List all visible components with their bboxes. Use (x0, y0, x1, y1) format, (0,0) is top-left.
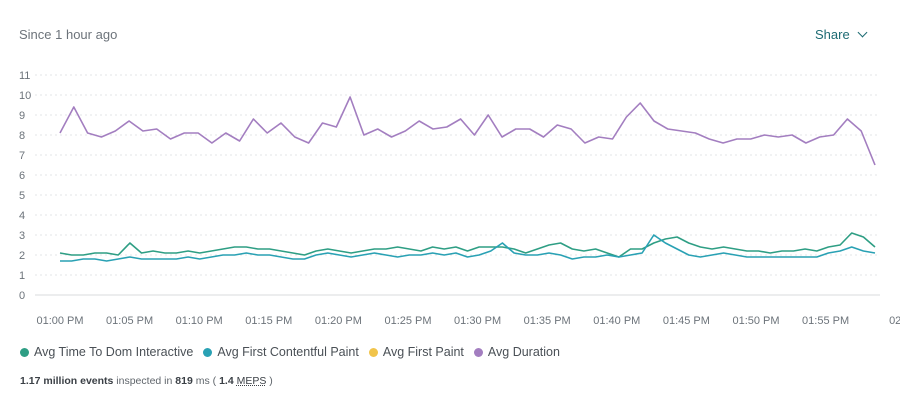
ms-unit: ms ( (195, 375, 217, 387)
x-tick-label: 01:15 PM (245, 315, 292, 327)
x-tick-label: 01:55 PM (802, 315, 849, 327)
legend-item-duration[interactable]: Avg Duration (473, 345, 560, 359)
y-tick-label: 8 (19, 130, 25, 142)
close-paren: ) (269, 375, 273, 387)
y-tick-label: 6 (19, 170, 25, 182)
legend-dot (20, 347, 29, 357)
y-tick-label: 4 (19, 210, 25, 222)
series-line-1 (60, 234, 876, 262)
legend-label: Avg First Paint (382, 345, 464, 359)
meps-link[interactable]: MEPS (236, 375, 267, 387)
x-tick-label: 01:40 PM (593, 315, 640, 327)
y-tick-label: 10 (19, 90, 31, 102)
events-footer: 1.17 million events inspected in 819 ms … (20, 375, 273, 387)
inspected-text: inspected in (116, 375, 173, 387)
y-axis-ticks: 0 1 2 3 4 5 6 7 8 9 10 11 (19, 70, 31, 302)
legend-dot (473, 347, 483, 357)
legend-dot (203, 347, 213, 357)
y-tick-label: 7 (19, 150, 25, 162)
y-tick-label: 9 (19, 110, 25, 122)
grid-lines (35, 74, 880, 296)
x-tick-label: 01:30 PM (454, 315, 501, 327)
x-tick-label: 01:20 PM (315, 315, 362, 327)
share-button[interactable]: Share (815, 27, 868, 42)
x-tick-label: 01:35 PM (524, 315, 571, 327)
meps-value: 1.4 (219, 375, 234, 387)
x-axis-ticks: 01:00 PM 01:05 PM 01:10 PM 01:15 PM 01:20 PM… (36, 315, 900, 327)
y-tick-label: 5 (19, 190, 25, 202)
ms-value: 819 (175, 375, 193, 387)
x-tick-label: 01:10 PM (176, 315, 223, 327)
series-line-0 (59, 232, 876, 258)
x-tick-label: 01:05 PM (106, 315, 153, 327)
y-tick-label: 2 (19, 250, 25, 262)
x-tick-label: 01:00 PM (36, 315, 83, 327)
legend: Avg Time To Dom Interactive Avg First Co… (20, 345, 560, 359)
share-label: Share (815, 27, 850, 42)
x-tick-label: 01:25 PM (384, 315, 431, 327)
time-range-label: Since 1 hour ago (19, 27, 118, 42)
x-tick-label: 01:50 PM (732, 315, 779, 327)
y-tick-label: 1 (19, 270, 25, 282)
y-tick-label: 0 (19, 290, 25, 302)
legend-item-first-paint[interactable]: Avg First Paint (368, 345, 464, 359)
y-tick-label: 3 (19, 230, 25, 242)
x-tick-label: 02 (889, 315, 900, 327)
x-tick-label: 01:45 PM (663, 315, 710, 327)
legend-item-dom-interactive[interactable]: Avg Time To Dom Interactive (20, 345, 193, 359)
y-tick-label: 11 (19, 70, 30, 82)
legend-label: Avg Time To Dom Interactive (34, 345, 194, 359)
events-count: 1.17 million events (20, 375, 114, 387)
legend-label: Avg Duration (487, 345, 560, 359)
legend-dot (368, 347, 378, 357)
chevron-down-icon (857, 27, 868, 38)
chart-header: Since 1 hour ago Share (0, 0, 900, 60)
series-line-3 (59, 96, 876, 166)
series-lines (59, 96, 876, 262)
legend-item-first-contentful-paint[interactable]: Avg First Contentful Paint (203, 345, 359, 359)
legend-label: Avg First Contentful Paint (217, 345, 359, 359)
